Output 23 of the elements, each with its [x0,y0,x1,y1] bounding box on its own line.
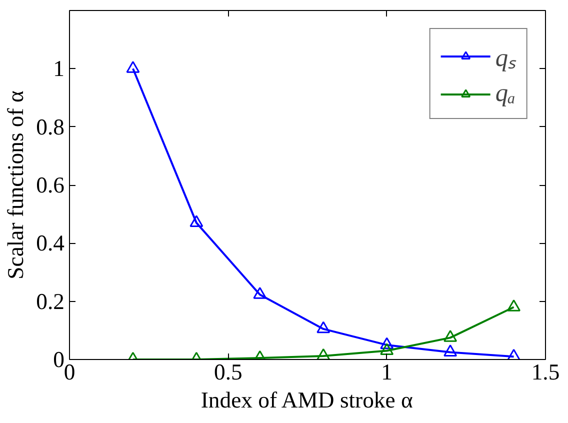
legend-label: qₛ [495,43,516,73]
y-tick-label: 0.4 [36,230,65,256]
point [380,343,394,355]
point [444,344,458,356]
point [253,286,267,299]
x-tick-label: 0.5 [214,360,242,384]
y-tick-label: 1 [53,56,64,82]
point [507,348,521,360]
y-tick-label: 0.6 [36,172,65,198]
point [507,299,521,312]
point [316,348,330,360]
point [444,330,458,342]
y-axis-title: Scalar functions of α [3,90,28,280]
point [190,215,204,228]
legend-label: qₐ [495,79,516,108]
x-tick-label: 1 [381,360,392,384]
point [316,321,330,334]
point [380,337,394,350]
x-axis-title: Index of AMD stroke α [200,388,413,412]
x-tick-label: 1.5 [531,360,560,384]
y-tick-label: 0.8 [36,114,65,140]
y-tick-label: 0.2 [36,288,65,314]
point [126,60,140,73]
